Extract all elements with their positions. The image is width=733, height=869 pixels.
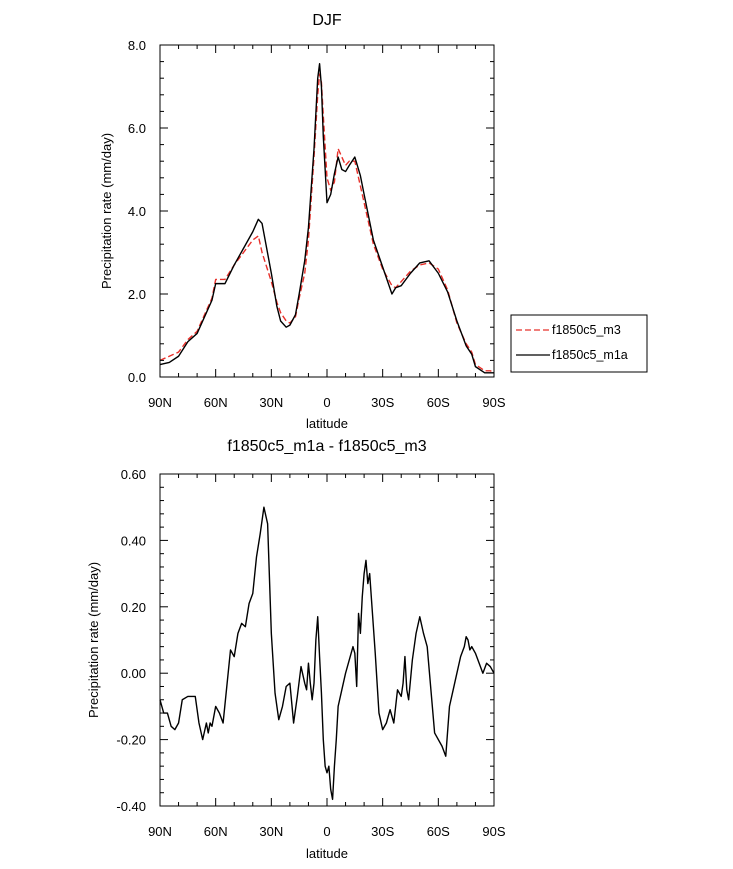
djf-series-line-f1850c5-m3 bbox=[159, 73, 495, 374]
x-tick-label: 90S bbox=[482, 824, 505, 839]
djf-x-axis-title: latitude bbox=[306, 416, 348, 431]
y-tick-label: 8.0 bbox=[128, 38, 146, 53]
x-tick-label: 90N bbox=[148, 824, 172, 839]
djf-x-tick-labels: 90N 60N 30N 0 30S 60S 90S bbox=[148, 395, 506, 410]
y-tick-label: 0.40 bbox=[121, 533, 146, 548]
x-tick-label: 90S bbox=[482, 395, 505, 410]
difference-y-axis-title: Precipitation rate (mm/day) bbox=[86, 562, 101, 718]
difference-series-line-f1850c5-m1a-f1850c5-m3 bbox=[159, 506, 495, 801]
legend-label-m1a: f1850c5_m1a bbox=[552, 348, 628, 362]
x-tick-label: 0 bbox=[323, 395, 330, 410]
djf-ticks bbox=[159, 44, 495, 378]
y-tick-label: 0.00 bbox=[121, 666, 146, 681]
x-tick-label: 60N bbox=[204, 395, 228, 410]
x-tick-label: 90N bbox=[148, 395, 172, 410]
x-tick-label: 60S bbox=[427, 395, 450, 410]
y-tick-label: 6.0 bbox=[128, 121, 146, 136]
djf-panel: DJF 0.0 2.0 4.0 6.0 8.0 90N 60N 30N 0 30… bbox=[99, 12, 648, 431]
djf-title: DJF bbox=[312, 12, 342, 29]
djf-y-tick-labels: 0.0 2.0 4.0 6.0 8.0 bbox=[128, 38, 146, 385]
y-tick-label: 0.60 bbox=[121, 467, 146, 482]
x-tick-label: 30N bbox=[259, 824, 283, 839]
djf-series-lines bbox=[159, 62, 495, 374]
difference-series-lines bbox=[159, 506, 495, 801]
x-tick-label: 60N bbox=[204, 824, 228, 839]
difference-plot-frame bbox=[159, 473, 495, 807]
y-tick-label: 4.0 bbox=[128, 204, 146, 219]
legend-box bbox=[510, 314, 648, 373]
difference-ticks bbox=[159, 473, 495, 807]
difference-x-axis-title: latitude bbox=[306, 846, 348, 861]
difference-panel: f1850c5_m1a - f1850c5_m3 -0.40 -0.20 0.0… bbox=[86, 438, 506, 861]
x-tick-label: 60S bbox=[427, 824, 450, 839]
y-tick-label: 2.0 bbox=[128, 287, 146, 302]
djf-plot-frame bbox=[159, 44, 495, 378]
y-tick-label: -0.40 bbox=[116, 799, 146, 814]
x-tick-label: 30S bbox=[371, 824, 394, 839]
y-tick-label: 0.20 bbox=[121, 600, 146, 615]
difference-title: f1850c5_m1a - f1850c5_m3 bbox=[227, 438, 426, 455]
djf-series-line-f1850c5-m1a bbox=[159, 62, 494, 374]
x-tick-label: 0 bbox=[323, 824, 330, 839]
difference-x-tick-labels: 90N 60N 30N 0 30S 60S 90S bbox=[148, 824, 506, 839]
difference-y-tick-labels: -0.40 -0.20 0.00 0.20 0.40 0.60 bbox=[116, 467, 146, 814]
x-tick-label: 30N bbox=[259, 395, 283, 410]
legend: f1850c5_m3 f1850c5_m1a bbox=[510, 314, 648, 373]
y-tick-label: 0.0 bbox=[128, 370, 146, 385]
x-tick-label: 30S bbox=[371, 395, 394, 410]
y-tick-label: -0.20 bbox=[116, 733, 146, 748]
legend-label-m3: f1850c5_m3 bbox=[552, 323, 621, 337]
djf-y-axis-title: Precipitation rate (mm/day) bbox=[99, 133, 114, 289]
